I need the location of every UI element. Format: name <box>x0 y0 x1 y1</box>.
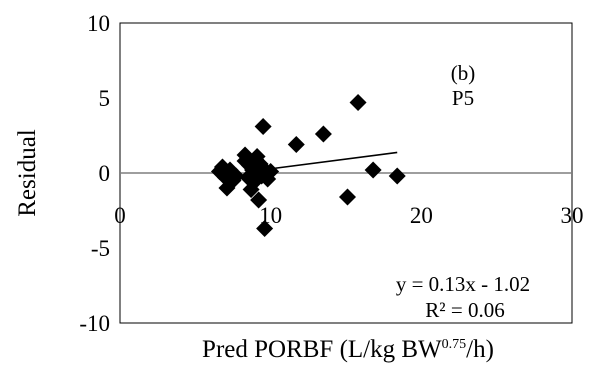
x-axis-title-main: Pred PORBF (L/kg BW <box>202 336 442 363</box>
x-tick-labels: 0 10 20 30 <box>114 203 583 228</box>
data-point <box>250 191 268 209</box>
data-points <box>210 94 406 237</box>
data-point <box>287 136 305 153</box>
panel-id-label: P5 <box>452 86 474 110</box>
y-tick-label: 5 <box>99 86 111 111</box>
y-tick-label: -10 <box>79 311 110 336</box>
data-point <box>256 220 274 237</box>
data-point <box>254 118 272 135</box>
data-point <box>227 167 245 185</box>
x-axis-title-tail: /h) <box>466 336 494 363</box>
panel-label: (b) <box>451 61 476 85</box>
x-axis-title: Pred PORBF (L/kg BW0.75/h) <box>202 336 494 363</box>
data-point <box>339 188 357 206</box>
data-point <box>364 161 382 179</box>
data-point <box>314 125 332 143</box>
x-tick-label: 0 <box>114 203 126 228</box>
data-point <box>262 163 280 180</box>
y-tick-label: -5 <box>91 236 110 261</box>
r-squared-label: R² = 0.06 <box>425 298 504 322</box>
trend-equation: y = 0.13x - 1.02 <box>396 272 530 296</box>
x-tick-label: 20 <box>410 203 433 228</box>
data-point <box>239 169 257 186</box>
data-point <box>388 167 406 185</box>
trendline <box>255 151 398 172</box>
x-tick-label: 30 <box>561 203 584 228</box>
y-tick-label: 0 <box>99 161 111 186</box>
data-point <box>349 94 367 111</box>
y-tick-label: 10 <box>87 11 110 36</box>
y-tick-labels: 10 5 0 -5 -10 <box>79 11 110 336</box>
y-axis-title: Residual <box>14 129 41 217</box>
x-axis-title-superscript: 0.75 <box>442 337 467 352</box>
